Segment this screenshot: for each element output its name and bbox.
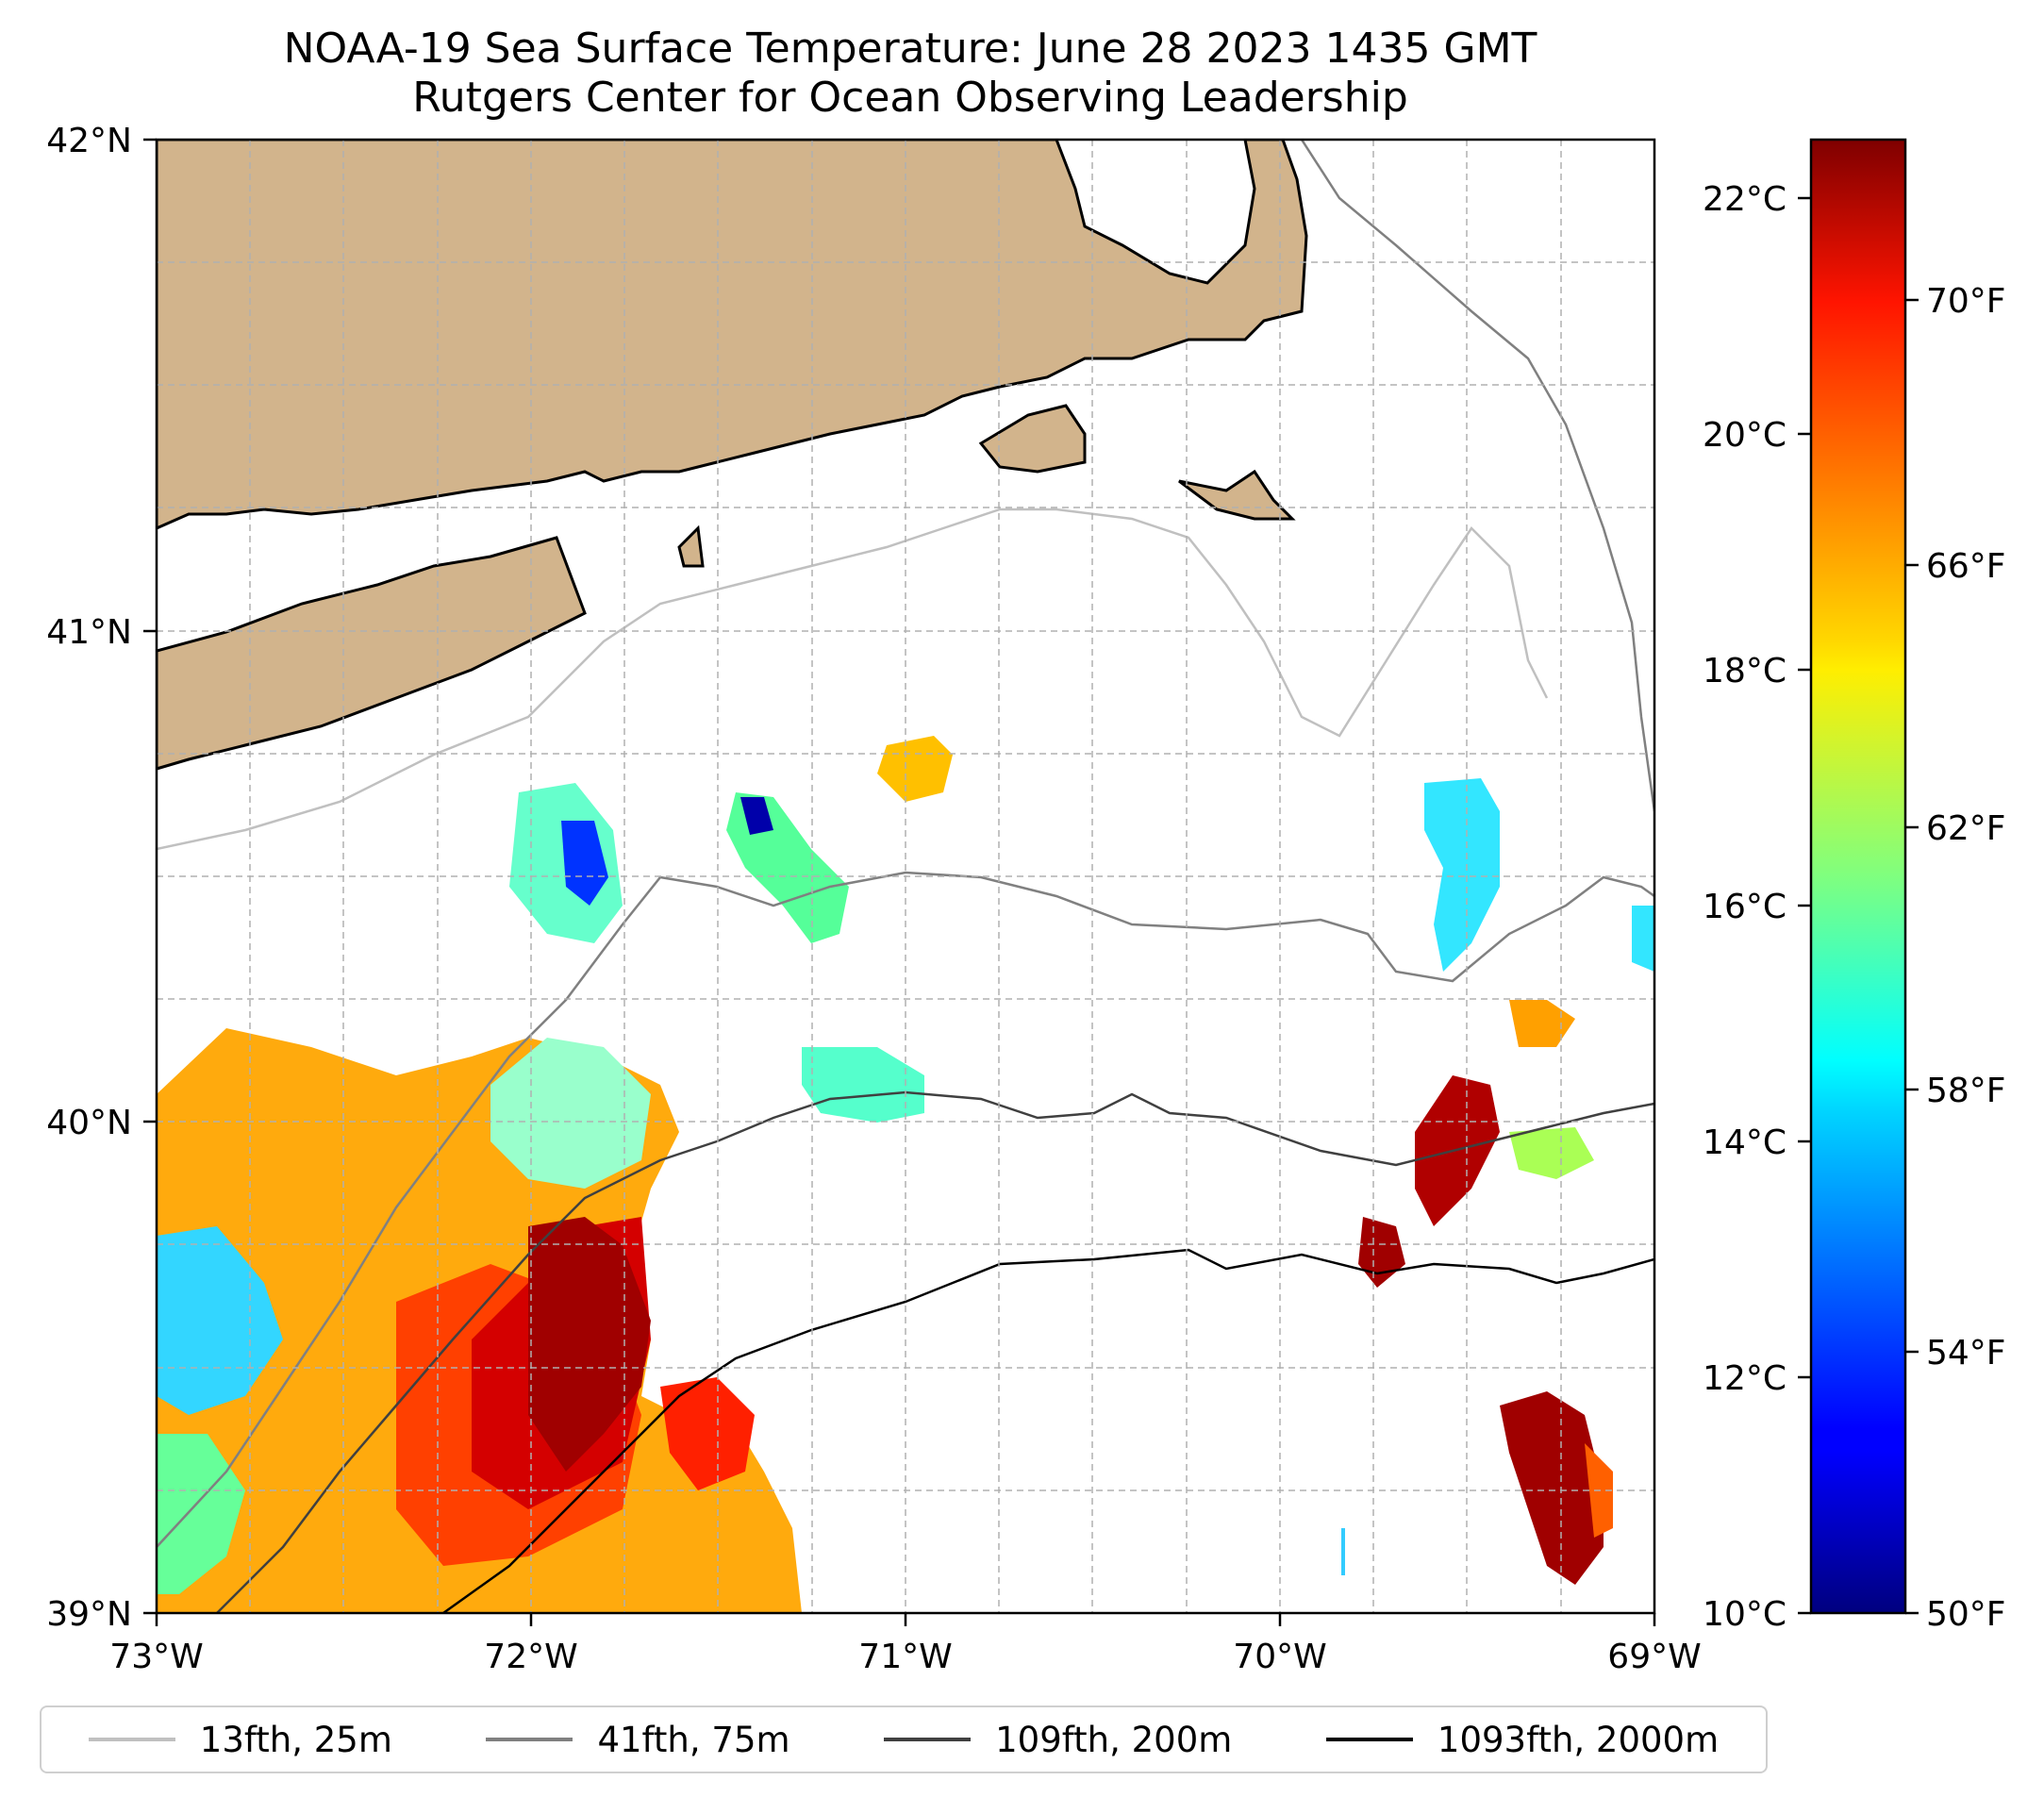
legend-swatch: [1325, 1738, 1413, 1741]
celsius-tick-label: 12°C: [1703, 1359, 1786, 1398]
legend-item-75m: 41fth, 75m: [486, 1719, 790, 1760]
celsius-tick-label: 16°C: [1703, 888, 1786, 926]
isobath-legend: 13fth, 25m 41fth, 75m 109fth, 200m 1093f…: [40, 1705, 1768, 1773]
isobath-25m: [157, 507, 1549, 851]
graticule: [157, 140, 1654, 1613]
legend-swatch: [486, 1738, 573, 1741]
legend-item-25m: 13fth, 25m: [88, 1719, 392, 1760]
lat-tick-label: 39°N: [46, 1595, 132, 1634]
colorbar-ticks: [1798, 196, 1919, 1615]
fahrenheit-tick-label: 54°F: [1926, 1334, 2006, 1373]
fahrenheit-tick-label: 58°F: [1926, 1072, 2006, 1110]
fahrenheit-tick-label: 62°F: [1926, 809, 2006, 848]
tick-marks: [143, 138, 1656, 1626]
legend-label: 13fth, 25m: [199, 1719, 392, 1760]
map-title: NOAA-19 Sea Surface Temperature: June 28…: [283, 25, 1537, 73]
isobath-2000m: [442, 1248, 1654, 1613]
celsius-tick-label: 10°C: [1703, 1595, 1786, 1634]
legend-item-2000m: 1093fth, 2000m: [1325, 1719, 1720, 1760]
legend-label: 41fth, 75m: [597, 1719, 790, 1760]
fahrenheit-tick-label: 50°F: [1926, 1595, 2006, 1634]
legend-swatch: [88, 1738, 175, 1741]
fahrenheit-tick-label: 66°F: [1926, 547, 2006, 586]
isobath-200m: [216, 1090, 1654, 1613]
fahrenheit-tick-label: 70°F: [1926, 282, 2006, 321]
sst-data-layer: [157, 736, 1654, 1613]
legend-swatch: [884, 1738, 972, 1741]
lon-tick-label: 69°W: [1607, 1638, 1701, 1676]
lat-tick-label: 41°N: [46, 613, 132, 652]
map-subtitle: Rutgers Center for Ocean Observing Leade…: [412, 74, 1408, 122]
colorbar: [1809, 138, 1907, 1615]
legend-label: 1093fth, 2000m: [1437, 1719, 1720, 1760]
lon-tick-label: 72°W: [484, 1638, 577, 1676]
celsius-tick-label: 14°C: [1703, 1123, 1786, 1162]
land-layer: [157, 140, 1308, 771]
lon-tick-label: 70°W: [1233, 1638, 1326, 1676]
celsius-tick-label: 18°C: [1703, 652, 1786, 691]
lon-tick-label: 73°W: [109, 1638, 203, 1676]
legend-item-200m: 109fth, 200m: [884, 1720, 1232, 1760]
legend-label: 109fth, 200m: [995, 1719, 1233, 1760]
celsius-tick-label: 20°C: [1703, 416, 1786, 455]
lat-tick-label: 40°N: [46, 1104, 132, 1142]
lon-tick-label: 71°W: [858, 1638, 952, 1676]
celsius-tick-label: 22°C: [1703, 180, 1786, 219]
lat-tick-label: 42°N: [46, 122, 132, 160]
isobath-75m: [157, 140, 1654, 1548]
